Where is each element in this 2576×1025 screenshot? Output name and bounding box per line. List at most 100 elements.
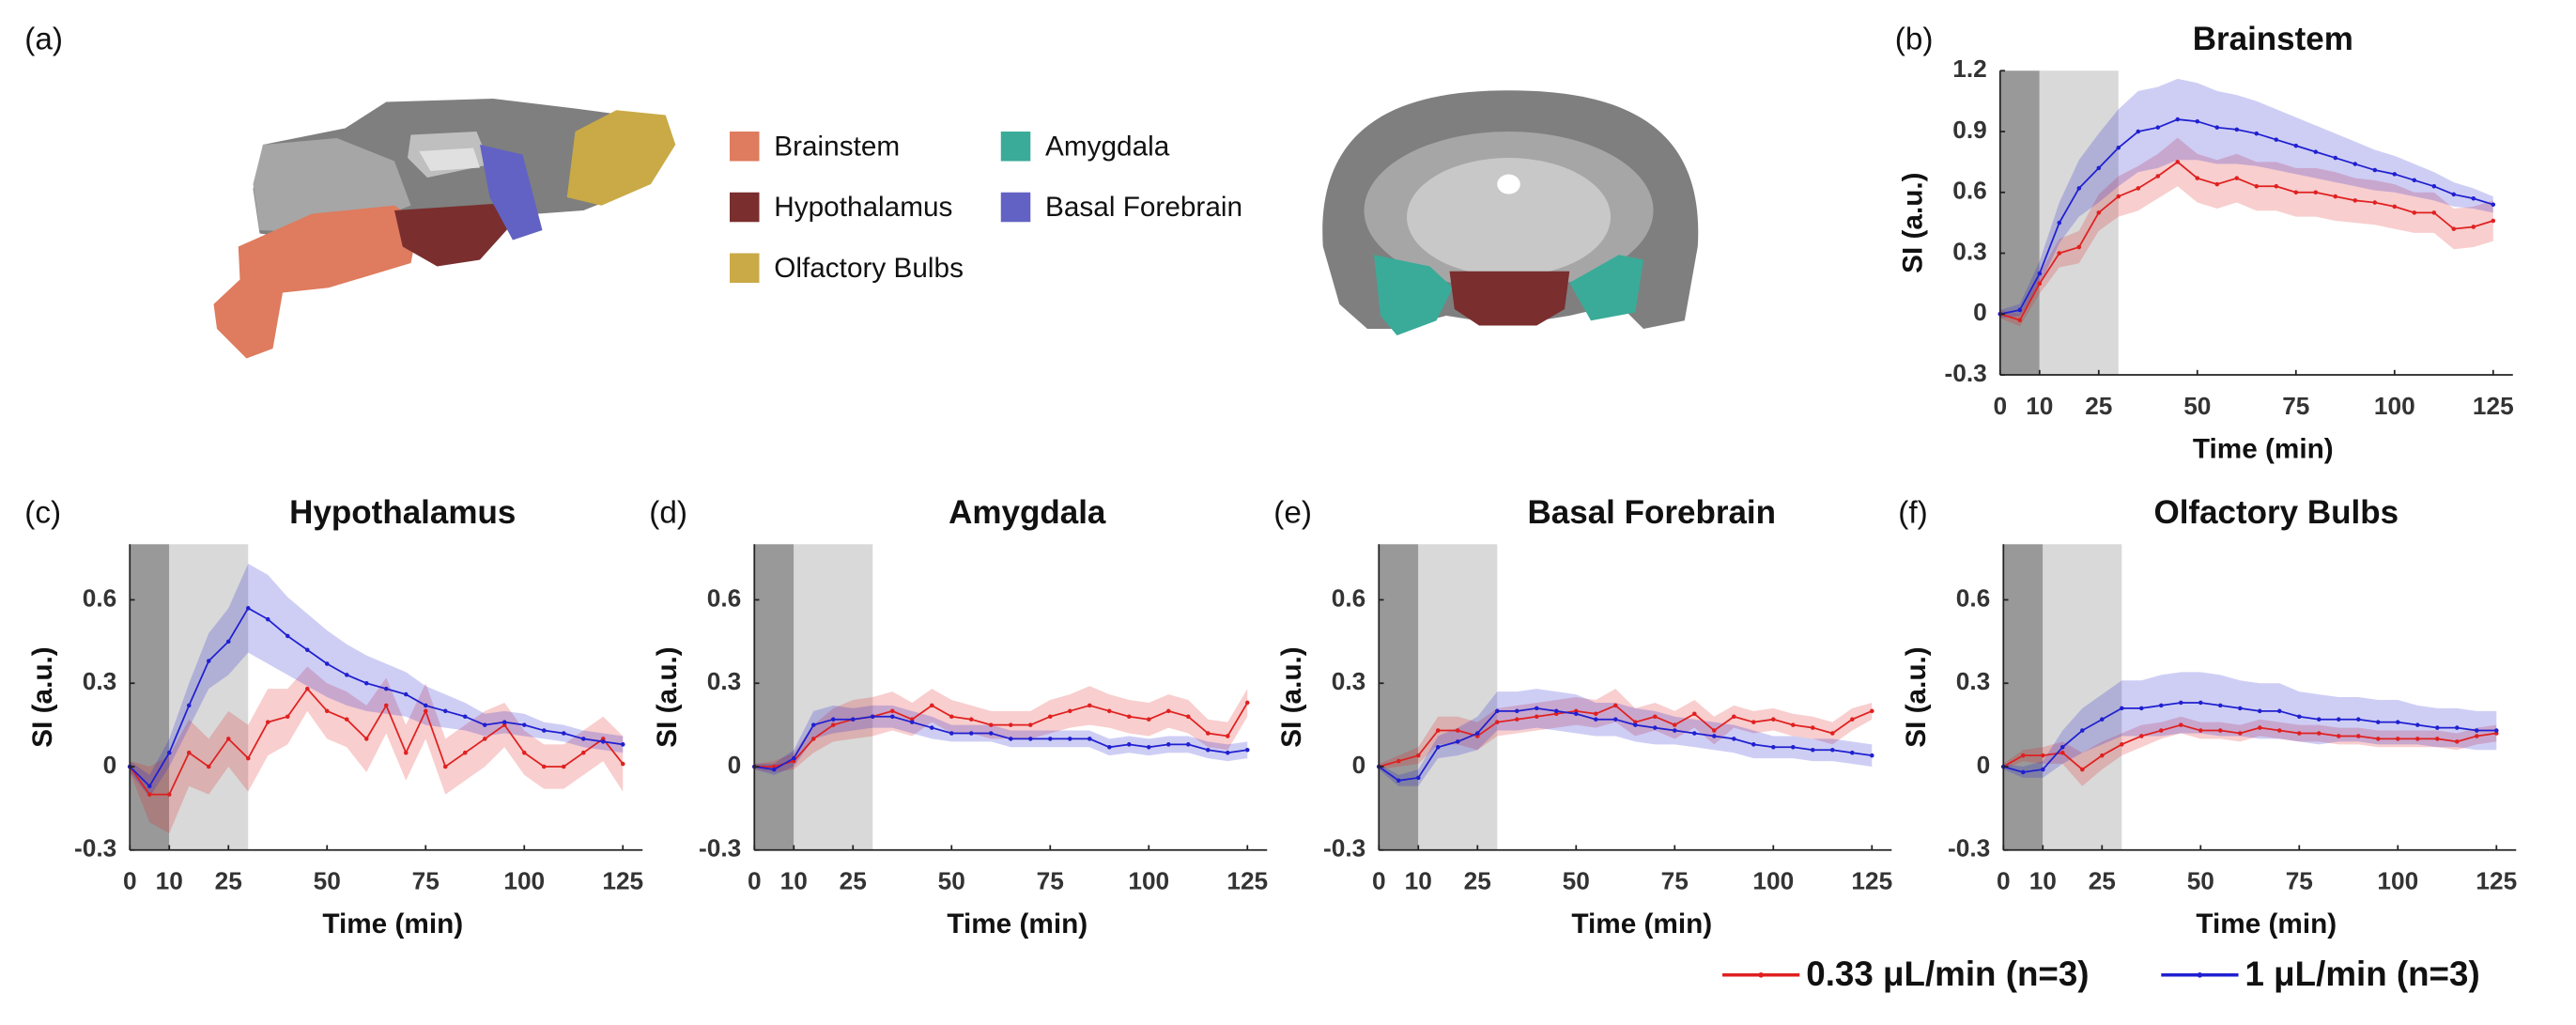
data-point (2491, 218, 2496, 224)
series-line (1999, 118, 2494, 316)
data-point (1574, 711, 1579, 717)
chart-title: Brainstem (2193, 21, 2353, 57)
data-point (2021, 769, 2026, 775)
data-point (2475, 734, 2479, 738)
data-point (245, 606, 251, 611)
data-point (2136, 186, 2141, 191)
data-point (1850, 717, 1855, 722)
region-legend: Brainstem Amygdala Hypothalamus Basal Foreb… (730, 131, 1242, 284)
data-point (2175, 116, 2181, 122)
data-point (1673, 728, 1677, 733)
data-point (1712, 734, 1717, 738)
x-tick-label: 10 (780, 867, 808, 895)
data-point (968, 717, 974, 722)
y-tick-label: 0.3 (707, 667, 742, 695)
data-point (2258, 708, 2262, 714)
x-tick-label: 25 (2085, 392, 2112, 420)
legend-label: Olfactory Bulbs (774, 253, 964, 284)
data-point (2116, 194, 2121, 199)
data-point (1456, 728, 1460, 733)
series-line (2002, 723, 2497, 771)
data-point (2337, 717, 2341, 722)
y-tick-label: 0 (728, 751, 742, 779)
data-point (344, 717, 349, 722)
brain-shape (1407, 158, 1612, 277)
x-tick-label: 25 (1464, 867, 1491, 895)
data-point (1811, 725, 1815, 730)
data-point (521, 722, 527, 727)
data-point (2238, 731, 2243, 736)
legend-label: 1 μL/min (n=3) (2245, 955, 2480, 993)
data-point (2041, 767, 2045, 772)
data-point (1146, 717, 1151, 722)
data-point (2076, 186, 2082, 191)
series-line (754, 715, 1248, 770)
x-tick-label: 75 (1037, 867, 1064, 895)
data-point (1771, 745, 1776, 750)
legend-label: 0.33 μL/min (n=3) (1806, 955, 2089, 993)
x-tick-label: 125 (602, 867, 643, 895)
data-point (1732, 714, 1736, 720)
data-point (1027, 737, 1033, 741)
series-legend: 0.33 μL/min (n=3) 1 μL/min (n=3) (1722, 955, 2480, 993)
x-tick-label: 75 (2282, 392, 2309, 420)
data-point (2455, 739, 2460, 744)
data-point (1205, 731, 1211, 736)
data-point (2412, 178, 2417, 183)
data-point (2451, 192, 2457, 197)
data-point (1205, 747, 1211, 753)
data-point (1673, 722, 1677, 727)
x-tick-label: 0 (1993, 392, 2007, 420)
data-point (2136, 129, 2141, 134)
x-tick-label: 75 (1661, 867, 1689, 895)
time-window (1418, 544, 1498, 850)
data-point (1067, 737, 1072, 741)
series-line (1999, 161, 2494, 321)
x-tick-label: 75 (2286, 867, 2313, 895)
data-point (2435, 737, 2440, 741)
data-point (1535, 714, 1539, 720)
data-point (383, 703, 389, 708)
x-axis-label: Time (min) (1571, 909, 1712, 940)
data-point (929, 703, 934, 708)
x-tick-label: 100 (503, 867, 545, 895)
y-axis-label: SI (a.u.) (652, 646, 683, 747)
legend-label: Hypothalamus (774, 192, 952, 223)
data-point (2076, 244, 2082, 250)
data-point (2218, 728, 2223, 733)
time-window (1379, 544, 1419, 850)
data-point (1106, 708, 1112, 714)
data-point (1396, 778, 1401, 784)
data-point (1244, 700, 1250, 706)
data-point (620, 761, 625, 767)
error-band (130, 666, 624, 834)
data-point (1027, 722, 1033, 727)
x-tick-label: 125 (2476, 867, 2517, 895)
data-point (166, 792, 172, 797)
data-point (1870, 708, 1874, 714)
data-point (600, 739, 606, 744)
y-tick-label: -0.3 (74, 834, 116, 862)
data-point (2297, 731, 2302, 736)
chart-title: Basal Forebrain (1528, 494, 1777, 531)
data-point (2392, 172, 2398, 177)
data-point (2471, 225, 2476, 229)
data-point (2060, 750, 2065, 755)
y-tick-label: 0.3 (1956, 667, 1991, 695)
x-tick-label: 10 (1405, 867, 1432, 895)
data-point (265, 616, 270, 622)
time-window (169, 544, 249, 850)
data-point (2254, 184, 2260, 189)
data-point (1515, 708, 1519, 714)
data-point (2274, 184, 2279, 189)
panel-label: (f) (1898, 496, 1927, 531)
data-point (2139, 706, 2144, 711)
x-tick-label: 100 (1752, 867, 1794, 895)
data-point (1495, 720, 1500, 724)
panel-label: (e) (1273, 496, 1312, 531)
data-point (2120, 742, 2124, 747)
data-point (1244, 747, 1250, 753)
data-point (1515, 717, 1519, 722)
data-point (442, 764, 448, 769)
data-point (2451, 226, 2457, 231)
